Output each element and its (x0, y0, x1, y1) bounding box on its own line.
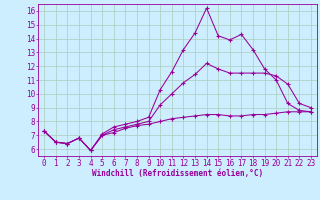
X-axis label: Windchill (Refroidissement éolien,°C): Windchill (Refroidissement éolien,°C) (92, 169, 263, 178)
